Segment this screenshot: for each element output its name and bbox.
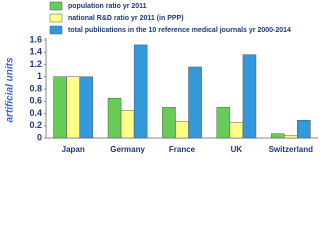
y-tick-label: 0: [37, 132, 42, 142]
bar: [175, 121, 189, 139]
x-tick-label: France: [169, 145, 196, 154]
bar: [107, 97, 122, 139]
bar: [133, 44, 148, 139]
bar: [79, 76, 94, 139]
y-axis-label: artificial units: [5, 57, 16, 122]
legend-swatch: [49, 1, 63, 11]
bar: [162, 107, 176, 139]
legend-label: national R&D ratio yr 2011 (in PPP): [68, 15, 184, 22]
x-tick-label: Switzerland: [269, 145, 314, 154]
bar: [66, 76, 80, 139]
x-tick-label: UK: [231, 145, 243, 154]
y-tick-label: 1.4: [29, 47, 42, 57]
legend-label: population ratio yr 2011: [68, 3, 147, 10]
y-tick-label: 1.2: [29, 59, 42, 69]
legend-swatch: [49, 25, 63, 35]
y-tick-label: 0.8: [29, 83, 42, 93]
y-tick-label: 1: [37, 71, 42, 81]
legend-label: total publications in the 10 reference m…: [68, 27, 291, 34]
x-tick-label: Japan: [62, 145, 85, 154]
bar: [270, 133, 285, 139]
bar: [53, 76, 67, 139]
bar: [120, 110, 135, 139]
bar: [188, 66, 202, 139]
legend-swatch: [49, 13, 63, 23]
bar: [284, 135, 298, 139]
bar: [242, 54, 257, 139]
y-tick-label: 0.4: [29, 108, 42, 118]
bar: [297, 119, 311, 139]
bar: [216, 107, 231, 139]
y-tick-label: 1.6: [29, 34, 42, 44]
y-tick-label: 0.6: [29, 96, 42, 106]
x-tick-label: Germany: [110, 145, 145, 154]
y-tick-label: 0.2: [29, 120, 42, 130]
chart: artificial units 0 0.2 0.4 0.6 0.8 1 1.2 1.4 1.6…: [5, 1, 318, 154]
bar: [229, 122, 244, 139]
